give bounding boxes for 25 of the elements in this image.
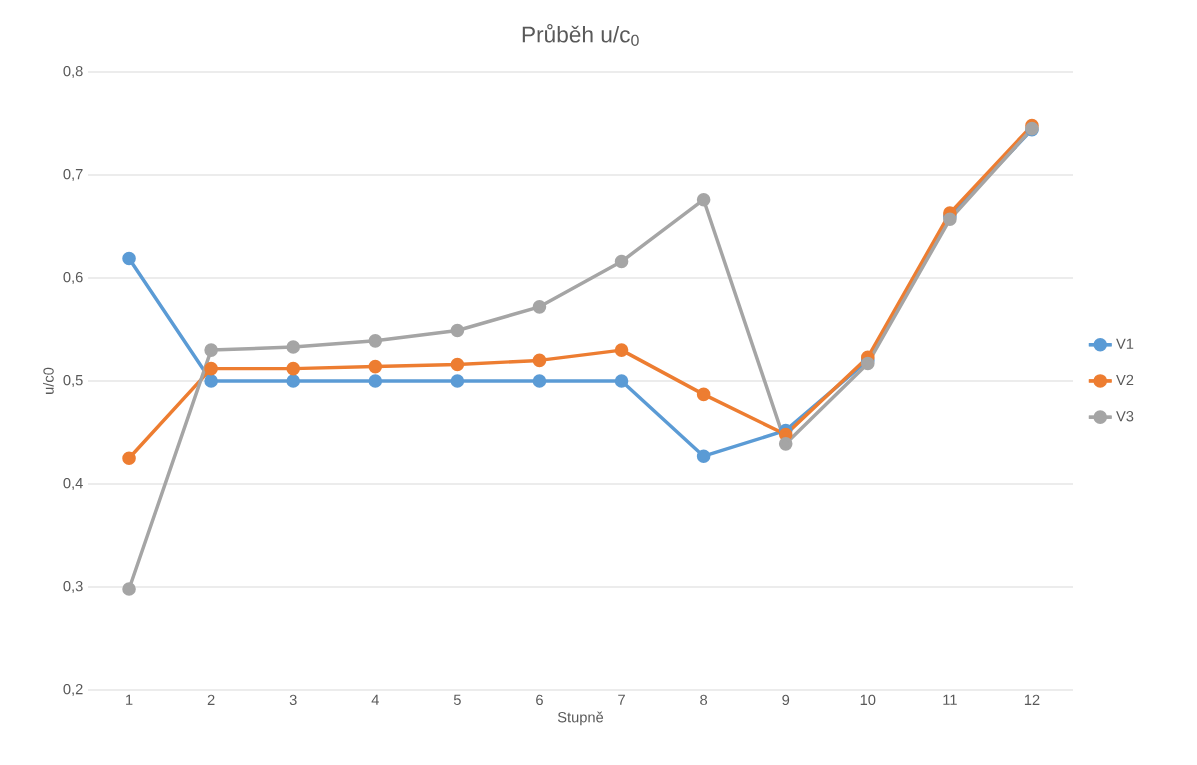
x-tick-label: 3 [289, 694, 297, 706]
x-tick-label: 4 [371, 694, 379, 705]
x-tick-label: 8 [700, 694, 708, 706]
y-tick-label: 0,8 [63, 65, 83, 79]
y-tick-label: 0,5 [63, 374, 83, 388]
x-tick-label: 2 [207, 694, 215, 705]
y-tick-label: 0,7 [63, 168, 83, 182]
y-tick-label: 0,3 [63, 580, 83, 594]
x-tick-label: 12 [1024, 694, 1040, 705]
x-tick-label: 1 [126, 694, 133, 705]
y-tick-label: 0,4 [63, 477, 83, 491]
x-tick-label: 7 [618, 694, 625, 705]
legend-label: V2 [1116, 374, 1134, 386]
y-tick-label: 0,2 [63, 683, 83, 697]
y-tick-label: 0,6 [63, 271, 83, 285]
x-tick-label: 10 [860, 694, 876, 706]
x-tick-label: 9 [782, 694, 790, 706]
x-tick-label: 11 [943, 694, 957, 705]
y-axis-title: u/c0 [42, 367, 54, 394]
chart-title: Průběh u/c$_{0}$ [522, 24, 639, 46]
x-axis-title: Stupně [557, 711, 604, 726]
legend-label: V3 [1116, 411, 1134, 422]
x-tick-label: 6 [536, 694, 543, 706]
x-tick-label: 5 [453, 694, 461, 705]
legend-label: V1 [1116, 338, 1134, 349]
